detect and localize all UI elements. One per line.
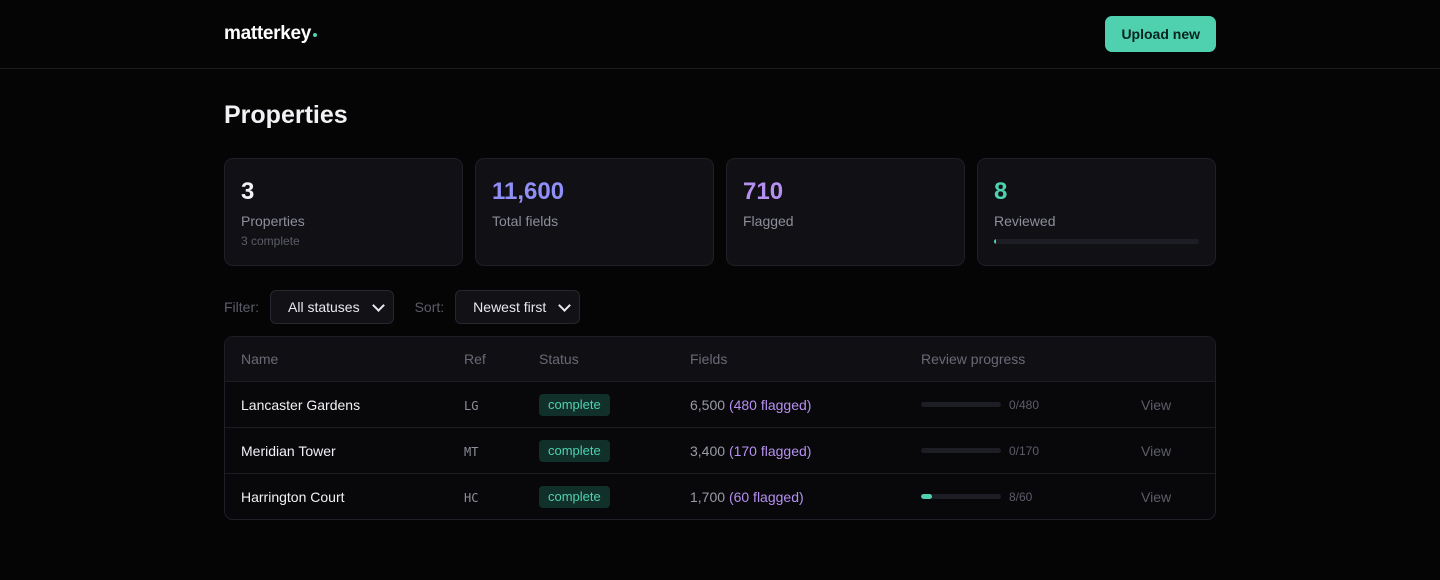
stat-value: 3	[241, 178, 255, 205]
upload-new-button[interactable]: Upload new	[1105, 16, 1216, 52]
fields-count: 6,500	[690, 396, 726, 413]
stat-value: 11,600	[492, 178, 565, 205]
column-header-review-progress[interactable]: Review progress	[921, 351, 1026, 367]
property-ref: HC	[464, 490, 479, 505]
sort-select[interactable]: Newest first	[455, 290, 581, 324]
flagged-count: (60 flagged)	[728, 488, 804, 505]
table-row[interactable]: Meridian Tower MT complete 3,400 (170 fl…	[225, 427, 1215, 473]
reviewed-progress-bar	[994, 239, 1199, 244]
fields-count: 1,700	[690, 488, 726, 505]
table-header-row: Name Ref Status Fields Review progress	[225, 337, 1215, 381]
stat-card-reviewed: 8 Reviewed	[977, 158, 1216, 266]
main-content: Properties 3 Properties 3 complete 11,60…	[224, 100, 1216, 520]
property-name: Harrington Court	[241, 488, 345, 505]
filter-bar: Filter: All statuses Sort: Newest first	[224, 290, 1216, 324]
property-name: Meridian Tower	[241, 442, 336, 459]
flagged-count: (170 flagged)	[728, 442, 812, 459]
view-link[interactable]: View	[1141, 442, 1172, 459]
header-inner: matterkey Upload new	[224, 0, 1216, 68]
stat-value: 8	[994, 178, 1008, 205]
review-progress-bar	[921, 448, 1001, 453]
column-header-status[interactable]: Status	[539, 351, 579, 367]
stats-row: 3 Properties 3 complete 11,600 Total fie…	[224, 158, 1216, 266]
reviewed-progress-fill	[994, 239, 997, 244]
column-header-fields[interactable]: Fields	[690, 351, 728, 367]
status-filter-select[interactable]: All statuses	[270, 290, 394, 324]
properties-table: Name Ref Status Fields Review progress L…	[224, 336, 1216, 520]
stat-sub: 3 complete	[241, 234, 300, 248]
column-header-ref[interactable]: Ref	[464, 351, 486, 367]
sort-value: Newest first	[473, 299, 547, 315]
status-badge: complete	[539, 439, 610, 462]
stat-label: Properties	[241, 213, 305, 229]
view-link[interactable]: View	[1141, 488, 1172, 505]
stat-label: Reviewed	[994, 213, 1056, 229]
chevron-down-icon	[558, 298, 572, 312]
logo-text: matterkey	[224, 23, 312, 44]
sort-label: Sort:	[414, 299, 445, 315]
stat-card-properties: 3 Properties 3 complete	[224, 158, 463, 266]
review-progress-bar	[921, 494, 1001, 499]
top-header: matterkey Upload new	[0, 0, 1440, 69]
stat-label: Flagged	[743, 213, 794, 229]
review-progress-text: 0/480	[1009, 397, 1040, 412]
review-progress-text: 8/60	[1009, 489, 1033, 504]
stat-label: Total fields	[492, 213, 559, 229]
status-filter-value: All statuses	[288, 299, 360, 315]
table-row[interactable]: Harrington Court HC complete 1,700 (60 f…	[225, 473, 1215, 519]
stat-card-total-fields: 11,600 Total fields	[475, 158, 714, 266]
fields-count: 3,400	[690, 442, 726, 459]
table-row[interactable]: Lancaster Gardens LG complete 6,500 (480…	[225, 381, 1215, 427]
column-header-name[interactable]: Name	[241, 351, 279, 367]
logo[interactable]: matterkey	[224, 23, 318, 45]
chevron-down-icon	[371, 298, 385, 312]
review-progress-text: 0/170	[1009, 443, 1040, 458]
review-progress-fill	[921, 494, 932, 499]
view-link[interactable]: View	[1141, 396, 1172, 413]
review-progress-bar	[921, 402, 1001, 407]
property-name: Lancaster Gardens	[241, 396, 361, 413]
status-badge: complete	[539, 393, 610, 416]
property-ref: MT	[464, 444, 479, 459]
filter-label: Filter:	[224, 299, 259, 315]
stat-value: 710	[743, 178, 784, 205]
property-ref: LG	[464, 398, 479, 413]
flagged-count: (480 flagged)	[728, 396, 812, 413]
stat-card-flagged: 710 Flagged	[726, 158, 965, 266]
status-badge: complete	[539, 485, 610, 508]
page-title: Properties	[224, 101, 348, 129]
logo-dot-icon	[313, 33, 318, 37]
